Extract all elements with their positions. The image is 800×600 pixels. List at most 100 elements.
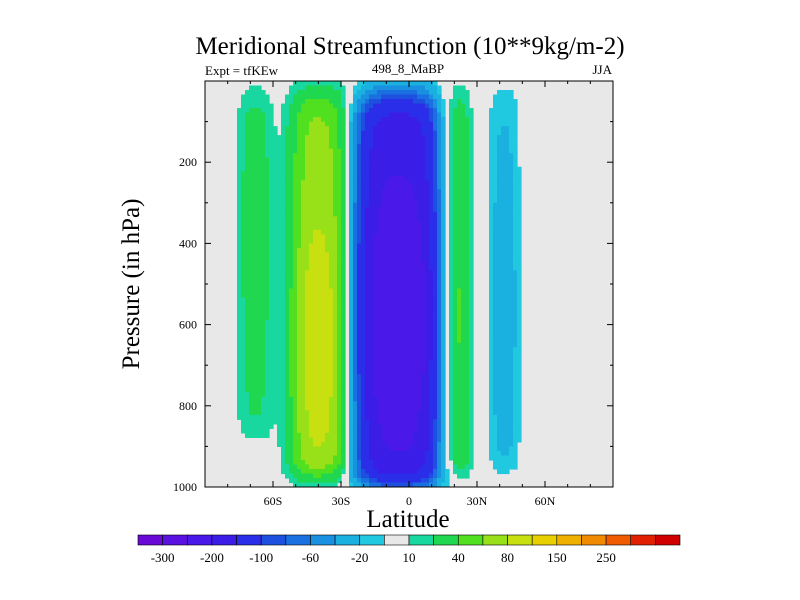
field-cell xyxy=(461,112,466,118)
field-cell xyxy=(401,383,406,389)
field-cell xyxy=(313,270,318,276)
field-cell xyxy=(381,112,386,118)
field-cell xyxy=(449,374,454,380)
field-cell xyxy=(277,329,282,335)
field-cell xyxy=(425,126,430,132)
field-cell xyxy=(509,401,514,407)
field-cell xyxy=(417,414,422,420)
field-cell xyxy=(397,139,402,145)
field-cell xyxy=(337,279,342,285)
field-cell xyxy=(281,383,286,389)
field-cell xyxy=(465,414,470,420)
field-cell xyxy=(301,324,306,330)
field-cell xyxy=(397,211,402,217)
field-cell xyxy=(509,189,514,195)
field-cell xyxy=(461,284,466,290)
field-cell xyxy=(401,234,406,240)
field-cell xyxy=(389,99,394,105)
field-cell xyxy=(281,130,286,136)
field-cell xyxy=(309,130,314,136)
field-cell xyxy=(237,198,242,204)
field-cell xyxy=(453,256,458,263)
field-cell xyxy=(293,171,298,177)
field-cell xyxy=(333,383,338,389)
field-cell xyxy=(405,383,410,389)
field-cell xyxy=(433,284,438,290)
field-cell xyxy=(309,112,314,118)
field-cell xyxy=(353,130,358,136)
field-cell xyxy=(281,351,286,357)
field-cell xyxy=(357,311,362,317)
field-cell xyxy=(449,112,454,118)
field-cell xyxy=(489,306,494,312)
field-cell xyxy=(377,243,382,249)
field-cell xyxy=(341,338,346,344)
field-cell xyxy=(489,369,494,375)
field-cell xyxy=(301,189,306,195)
field-cell xyxy=(329,265,334,272)
field-cell xyxy=(401,229,406,235)
field-cell xyxy=(321,401,326,407)
field-cell xyxy=(513,99,518,105)
field-cell xyxy=(393,157,398,163)
field-cell xyxy=(341,293,346,299)
field-cell xyxy=(465,175,470,181)
field-cell xyxy=(433,360,438,366)
field-cell xyxy=(365,401,370,407)
field-cell xyxy=(313,423,318,429)
field-cell xyxy=(289,293,294,299)
field-cell xyxy=(245,306,250,312)
field-cell xyxy=(425,333,430,339)
field-cell xyxy=(265,423,270,429)
field-cell xyxy=(297,302,302,308)
field-cell xyxy=(297,139,302,145)
field-cell xyxy=(429,383,434,389)
field-cell xyxy=(389,94,394,100)
field-cell xyxy=(497,320,502,326)
field-cell xyxy=(333,148,338,154)
field-cell xyxy=(297,284,302,290)
field-cell xyxy=(349,410,354,416)
field-cell xyxy=(501,180,506,186)
field-cell xyxy=(505,315,510,321)
field-cell xyxy=(413,211,418,217)
field-cell xyxy=(505,211,510,217)
field-cell xyxy=(381,324,386,330)
field-cell xyxy=(357,378,362,384)
field-cell xyxy=(245,270,250,276)
field-cell xyxy=(285,419,290,425)
field-cell xyxy=(409,423,414,429)
field-cell xyxy=(269,130,274,136)
field-cell xyxy=(249,265,254,272)
field-cell xyxy=(305,265,310,272)
field-cell xyxy=(293,419,298,425)
field-cell xyxy=(261,99,266,105)
field-cell xyxy=(257,284,262,290)
field-cell xyxy=(309,184,314,190)
field-cell xyxy=(329,374,334,380)
field-cell xyxy=(437,356,442,362)
field-cell xyxy=(457,401,462,407)
field-cell xyxy=(437,284,442,290)
field-cell xyxy=(269,198,274,204)
field-cell xyxy=(429,401,434,407)
field-cell xyxy=(513,121,518,127)
field-cell xyxy=(425,207,430,213)
field-cell xyxy=(273,175,278,181)
field-cell xyxy=(357,324,362,330)
field-cell xyxy=(281,121,286,127)
field-cell xyxy=(321,347,326,353)
field-cell xyxy=(341,121,346,127)
field-cell xyxy=(257,112,262,118)
field-cell xyxy=(513,378,518,384)
field-cell xyxy=(405,211,410,217)
field-cell xyxy=(401,369,406,375)
field-cell xyxy=(357,365,362,371)
field-cell xyxy=(453,279,458,285)
field-cell xyxy=(321,297,326,303)
field-cell xyxy=(425,202,430,208)
field-cell xyxy=(265,144,270,150)
field-cell xyxy=(489,211,494,217)
field-cell xyxy=(397,175,402,181)
field-cell xyxy=(297,171,302,177)
